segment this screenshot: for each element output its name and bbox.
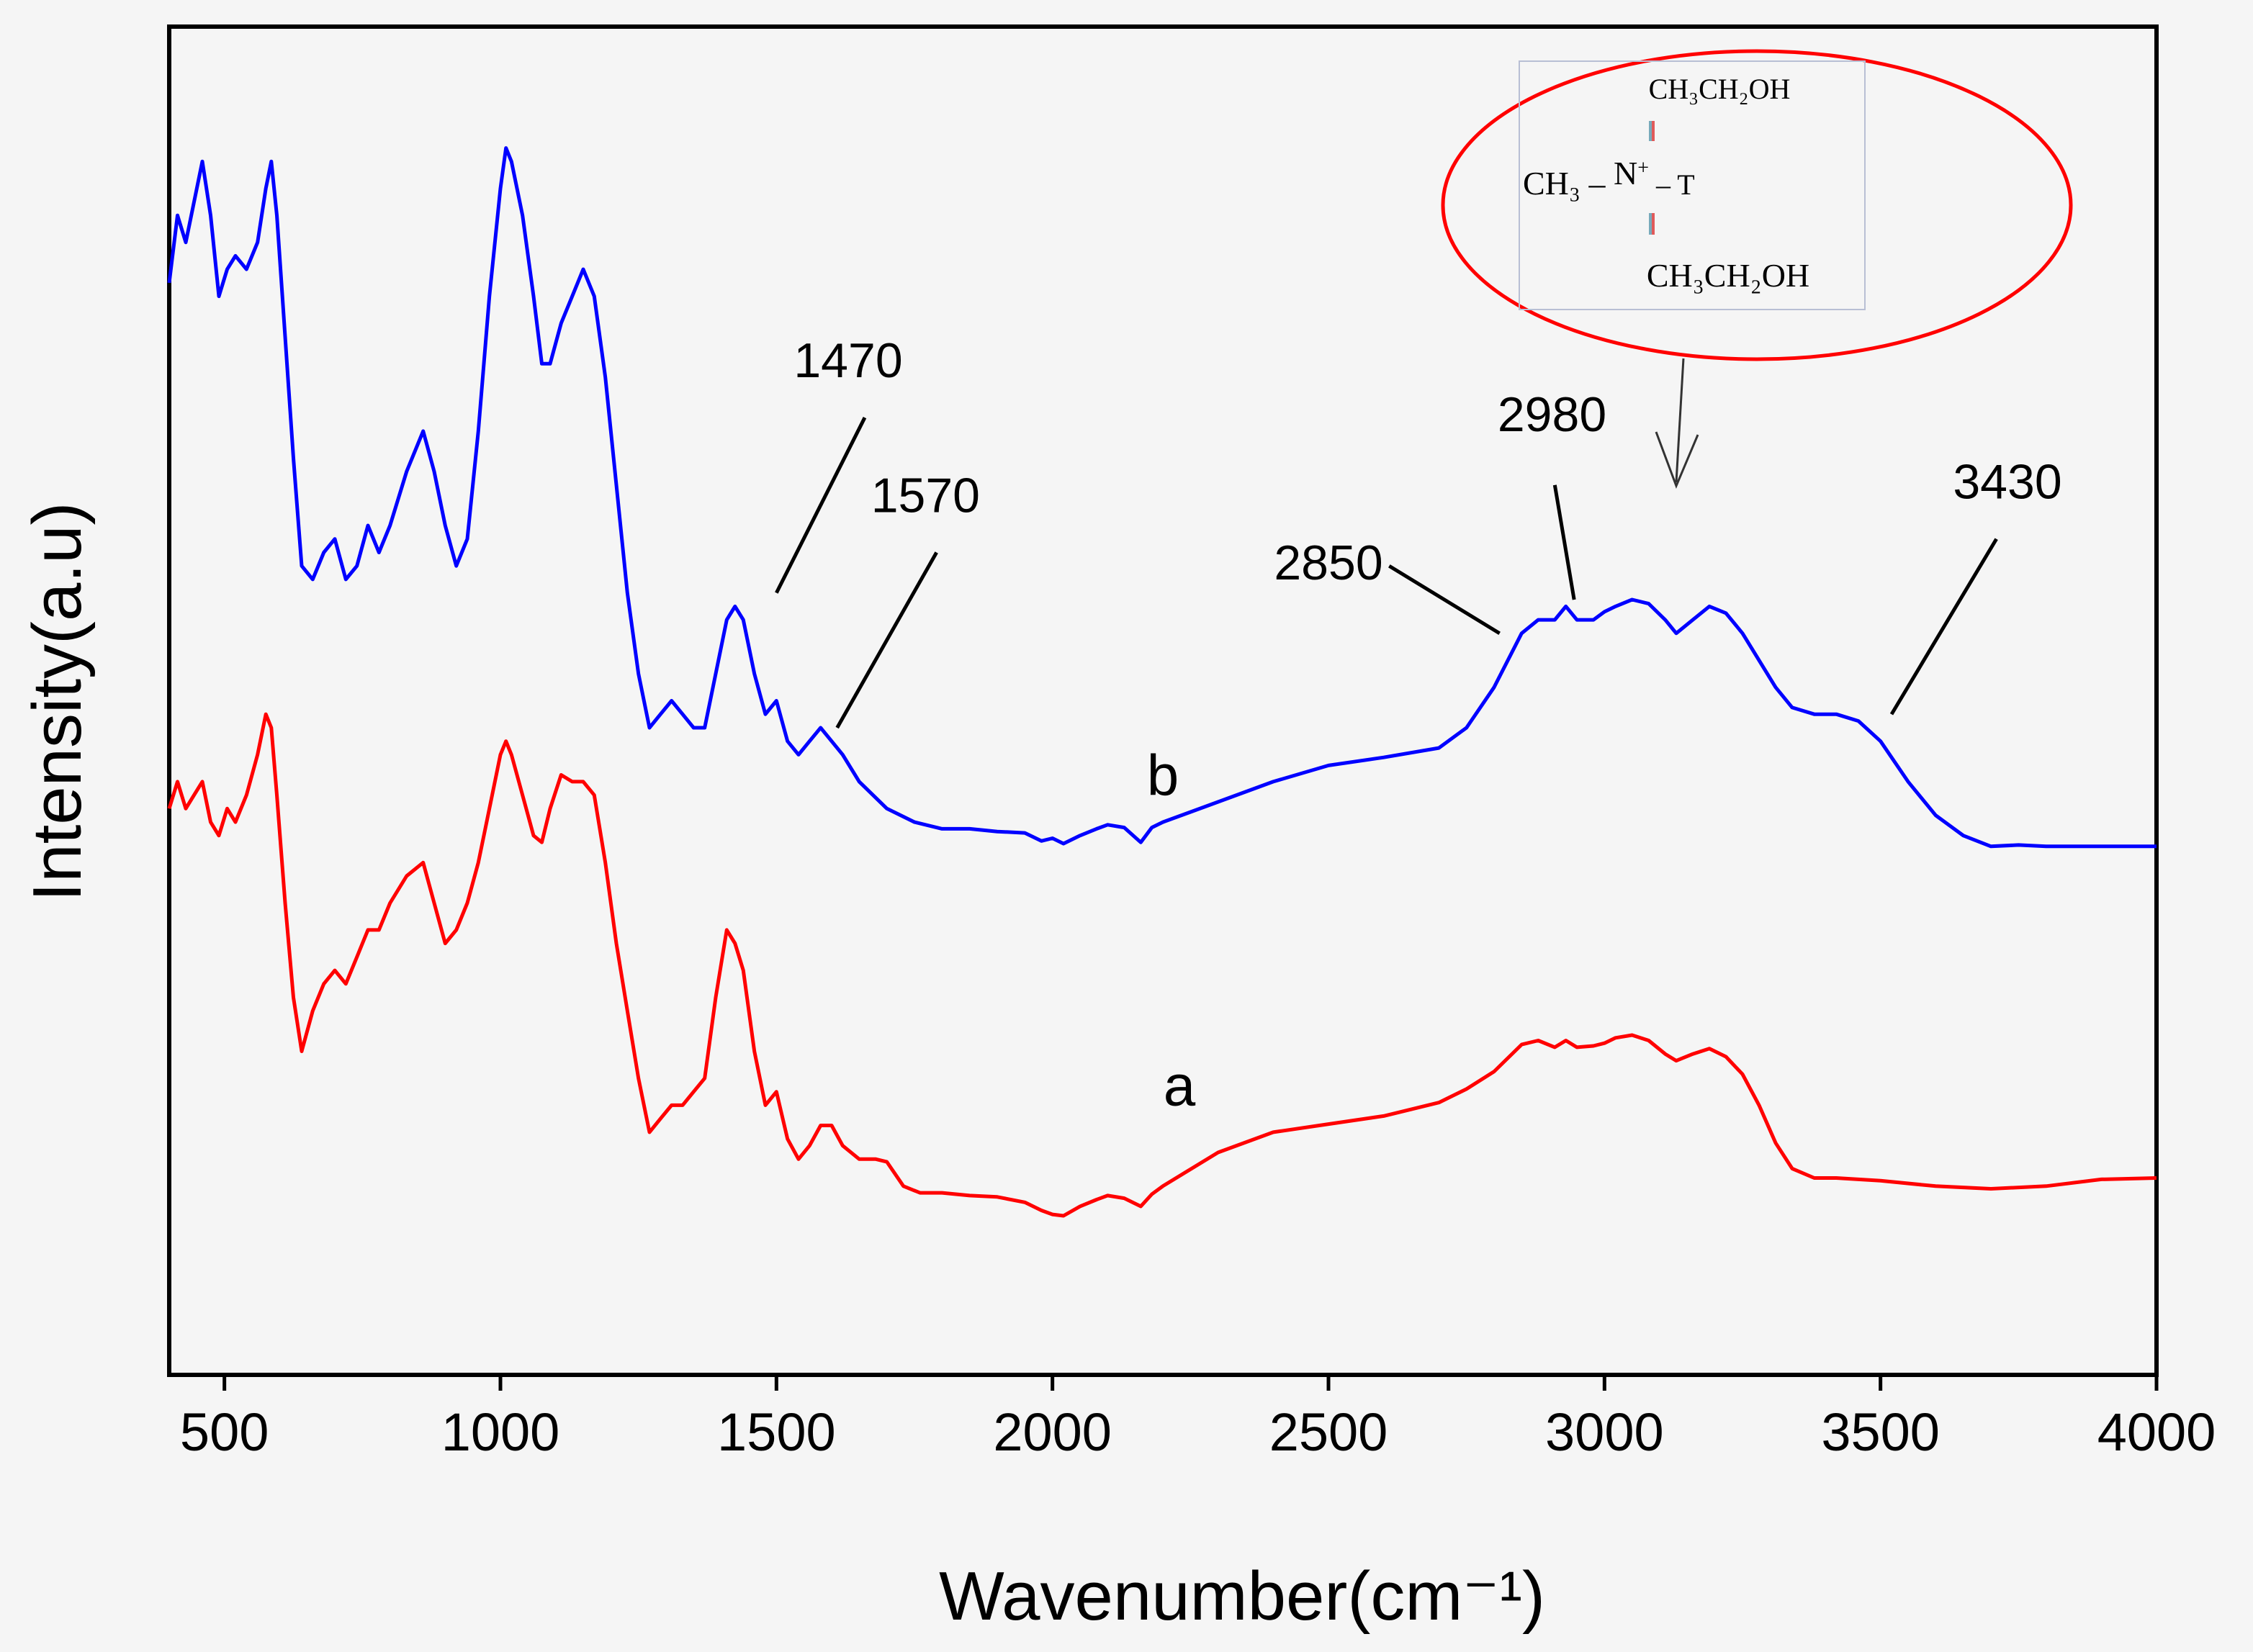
series-line-b [167,146,2157,849]
plot-frame [167,24,2159,1377]
x-tick-label-500: 500 [180,1402,269,1462]
peak-annotations: 1470 1570 2850 2980 3430 [775,333,2062,729]
bond-top-red [1652,121,1655,141]
annotation-leader-2980 [1552,484,1576,600]
x-tick-label-2000: 2000 [993,1402,1112,1462]
x-tick-label-3000: 3000 [1545,1402,1664,1462]
x-tick-label-3500: 3500 [1821,1402,1940,1462]
annotation-label-3430: 3430 [1953,455,2061,510]
inset-arrow-head [1655,431,1699,489]
annotation-leader-3430 [1889,538,1998,716]
x-tick-label-1500: 1500 [717,1402,836,1462]
annotation-label-1570: 1570 [871,468,980,523]
x-tick-label-1000: 1000 [441,1402,560,1462]
structure-t: – T [1649,168,1695,201]
inset-ellipse [1441,49,2073,361]
curve-labels: ba [1147,744,1196,1118]
structure-n: N [1614,155,1637,191]
annotation-leader-2850 [1388,564,1501,635]
x-ticks [222,1375,2159,1391]
structure-charge: + [1637,157,1649,179]
annotation-label-2980: 2980 [1498,387,1606,442]
annotation-leader-1470 [775,417,867,594]
structure-top: CH₃CH₂OH [1649,73,1791,105]
x-tick-label-2500: 2500 [1269,1402,1388,1462]
inset-box [1519,60,1866,310]
series-curves [167,146,2157,1218]
curve-label-b: b [1147,744,1179,808]
bond-bottom-red [1652,213,1655,235]
annotation-leader-1570 [835,551,938,729]
annotation-label-1470: 1470 [793,333,902,388]
series-line-a [167,712,2157,1218]
annotation-label-2850: 2850 [1274,536,1382,590]
y-axis-title: Intensity(a.u) [19,502,96,902]
x-tick-label-4000: 4000 [2097,1402,2216,1462]
bond-top [1649,121,1652,141]
x-tick-labels: 500 1000 1500 2000 2500 3000 3500 4000 [180,1402,2216,1462]
bond-bottom [1649,213,1652,235]
x-axis-title: Wavenumber(cm⁻¹) [939,1558,1545,1635]
structure-inset: CH₃CH₂OH CH₃ – N+ – T CH₃CH₂OH [1441,49,2073,489]
structure-ch3: CH₃ – [1523,165,1614,202]
inset-arrow-shaft [1675,358,1685,483]
structure-middle: CH₃ – N+ – T [1523,155,1695,202]
structure-bottom: CH₃CH₂OH [1647,257,1809,294]
curve-label-a: a [1164,1053,1196,1117]
